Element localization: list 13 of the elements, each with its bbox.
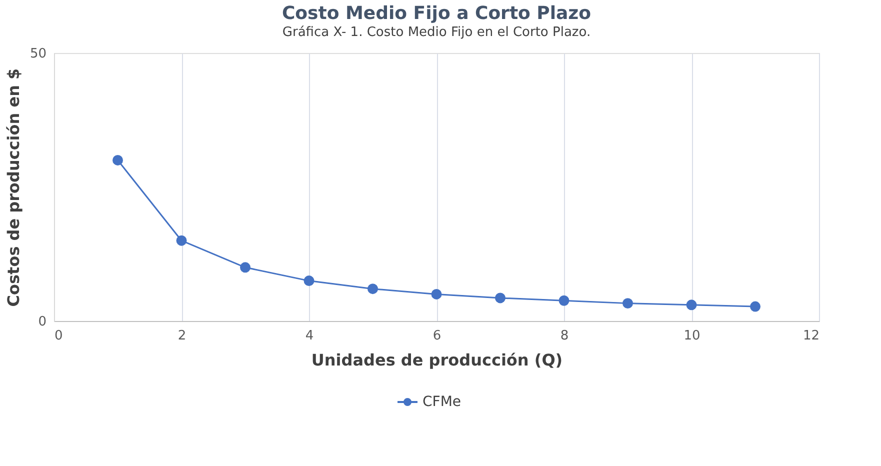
- legend-label: CFMe: [422, 394, 462, 410]
- text: Gráfica X- 1. Costo Medio Fijo en el Corto Plazo.: [282, 25, 591, 40]
- x-tick-label: 12: [802, 328, 820, 344]
- x-tick-label: 4: [305, 328, 314, 344]
- x-tick-label: 2: [178, 328, 186, 344]
- x-tick-label: 10: [684, 328, 700, 344]
- x-tick-label: 0: [54, 328, 63, 344]
- y-tick-label: 50: [30, 46, 46, 62]
- y-axis-title: Costos de producción en $: [4, 68, 23, 307]
- x-axis-title: Unidades de producción (Q): [311, 350, 563, 370]
- x-tick-label: 8: [560, 328, 569, 344]
- x-tick-label: 6: [432, 328, 442, 344]
- chart-title: Costo Medio Fijo a Corto Plazo: [282, 3, 592, 24]
